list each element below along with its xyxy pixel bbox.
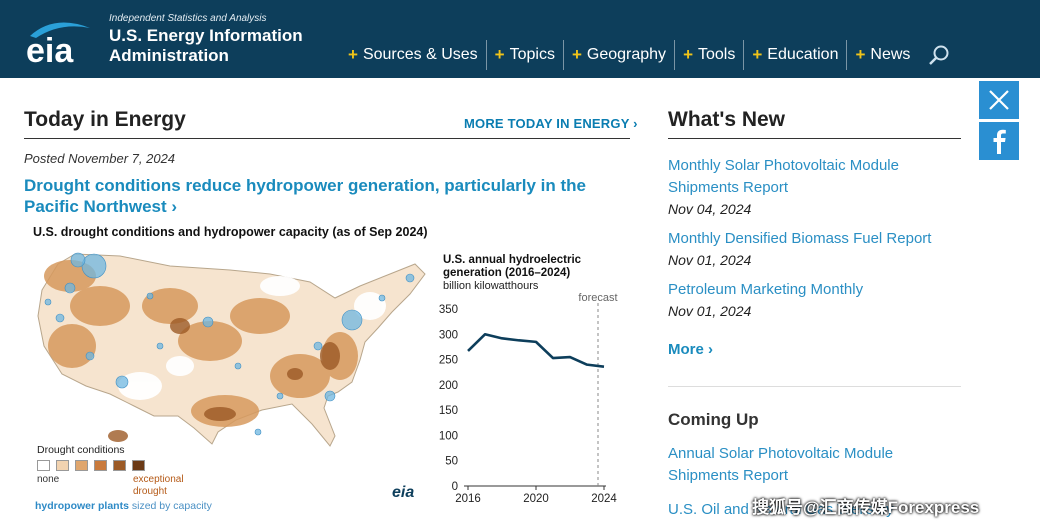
article-headline-link[interactable]: Drought conditions reduce hydropower gen…	[24, 176, 587, 216]
legend-swatch-1	[56, 460, 69, 471]
x-tick-label: 2020	[523, 493, 549, 505]
search-icon[interactable]	[928, 44, 950, 66]
news-date: Nov 04, 2024	[668, 201, 752, 217]
whats-new-title: What's New	[668, 108, 786, 131]
nav-label: Tools	[698, 46, 736, 63]
coming-up-link[interactable]: Annual Solar Photovoltaic Module Shipmen…	[668, 445, 894, 484]
nav-tools[interactable]: + Tools	[674, 40, 743, 70]
chart-title: U.S. annual hydroelectric generation (20…	[443, 254, 582, 279]
plus-icon: +	[571, 45, 582, 64]
legend-swatch-2	[75, 460, 88, 471]
chart-units: billion kilowatthours	[443, 280, 539, 292]
plus-icon: +	[348, 45, 358, 64]
org-name[interactable]: U.S. Energy Information Administration	[109, 26, 303, 65]
coming-up-item: U.S. Oil and Natural Gas Wells by	[668, 499, 958, 521]
facebook-icon	[993, 129, 1006, 154]
today-in-energy-title: Today in Energy	[24, 108, 186, 131]
whats-new-divider	[668, 138, 961, 139]
hydropower-label: hydropower plants	[35, 500, 129, 512]
news-link[interactable]: Monthly Solar Photovoltaic Module Shipme…	[668, 157, 899, 196]
news-item: Monthly Solar Photovoltaic Module Shipme…	[668, 155, 958, 219]
legend-swatch-3	[94, 460, 107, 471]
forecast-label: forecast	[578, 292, 617, 304]
nav-sources-uses[interactable]: + Sources & Uses	[340, 40, 486, 70]
eia-mark: eia	[392, 484, 415, 501]
nav-label: Sources & Uses	[362, 46, 478, 63]
eia-logo[interactable]: eia	[24, 16, 96, 66]
news-item: Petroleum Marketing Monthly Nov 01, 2024	[668, 279, 958, 321]
x-tick-label: 2024	[591, 493, 617, 505]
main-nav: + Sources & Uses + Topics + Geography + Tool…	[340, 40, 918, 70]
hydropower-note: hydropower plants sized by capacity	[35, 500, 212, 512]
coming-up-title: Coming Up	[668, 410, 759, 429]
nav-label: Geography	[586, 46, 667, 63]
y-tick-label: 300	[439, 329, 458, 341]
y-tick-label: 250	[439, 355, 458, 367]
plus-icon: +	[494, 45, 505, 64]
legend-swatch-5	[132, 460, 145, 471]
nav-news[interactable]: + News	[846, 40, 918, 70]
news-date: Nov 01, 2024	[668, 252, 752, 268]
severe-drought-areas	[108, 318, 340, 442]
nav-label: News	[870, 46, 911, 63]
legend-title: Drought conditions	[37, 444, 125, 456]
legend-none-label: none	[37, 474, 60, 485]
posted-date: Posted November 7, 2024	[24, 151, 176, 166]
legend-exceptional-label: exceptional drought	[133, 474, 184, 497]
news-date: Nov 01, 2024	[668, 303, 752, 319]
nav-label: Education	[767, 46, 839, 63]
news-link[interactable]: Petroleum Marketing Monthly	[668, 281, 864, 298]
no-drought-areas	[118, 276, 386, 400]
drought-map[interactable]	[30, 246, 430, 478]
coming-up-link[interactable]: U.S. Oil and Natural Gas Wells by	[668, 501, 894, 518]
tagline: Independent Statistics and Analysis	[109, 13, 267, 24]
svg-text:eia: eia	[26, 32, 74, 66]
watermark: 搜狐号@汇商传媒Forexpress	[752, 498, 980, 517]
nav-geography[interactable]: + Geography	[562, 40, 674, 70]
coming-up-item: Annual Solar Photovoltaic Module Shipmen…	[668, 443, 958, 487]
nav-education[interactable]: + Education	[743, 40, 846, 70]
plus-icon: +	[855, 45, 866, 64]
section-divider	[24, 138, 630, 139]
y-tick-label: 150	[439, 405, 458, 417]
legend-swatches	[37, 460, 151, 471]
plus-icon: +	[752, 45, 763, 64]
y-tick-label: 50	[445, 456, 458, 468]
nav-label: Topics	[509, 46, 555, 63]
y-tick-label: 100	[439, 430, 458, 442]
news-link[interactable]: Monthly Densified Biomass Fuel Report	[668, 230, 932, 247]
legend-swatch-4	[113, 460, 126, 471]
x-icon	[989, 90, 1009, 110]
hydro-line-chart[interactable]: 0 50 100 150 200 250 300 350 2016 2020 2024 forecas…	[428, 290, 628, 510]
x-tick-label: 2016	[455, 493, 481, 505]
plus-icon: +	[683, 45, 693, 64]
y-tick-label: 200	[439, 380, 458, 392]
whats-new-separator	[668, 386, 961, 387]
whats-new-more-link[interactable]: More ›	[668, 341, 713, 358]
more-today-in-energy-link[interactable]: MORE TODAY IN ENERGY ›	[464, 116, 638, 131]
legend-swatch-0	[37, 460, 50, 471]
sized-by-capacity-label: sized by capacity	[131, 500, 212, 512]
map-legend: Drought conditions none exceptional drou…	[37, 444, 184, 497]
nav-topics[interactable]: + Topics	[485, 40, 563, 70]
news-item: Monthly Densified Biomass Fuel Report No…	[668, 228, 958, 270]
hydro-generation-line	[467, 332, 605, 368]
y-tick-label: 350	[439, 304, 458, 316]
facebook-button[interactable]	[979, 122, 1019, 160]
site-header: eia Independent Statistics and Analysis …	[0, 0, 1040, 78]
hydropower-plants	[44, 252, 415, 436]
twitter-x-button[interactable]	[979, 81, 1019, 119]
map-title: U.S. drought conditions and hydropower c…	[33, 225, 428, 239]
y-tick-label: 0	[452, 481, 458, 493]
